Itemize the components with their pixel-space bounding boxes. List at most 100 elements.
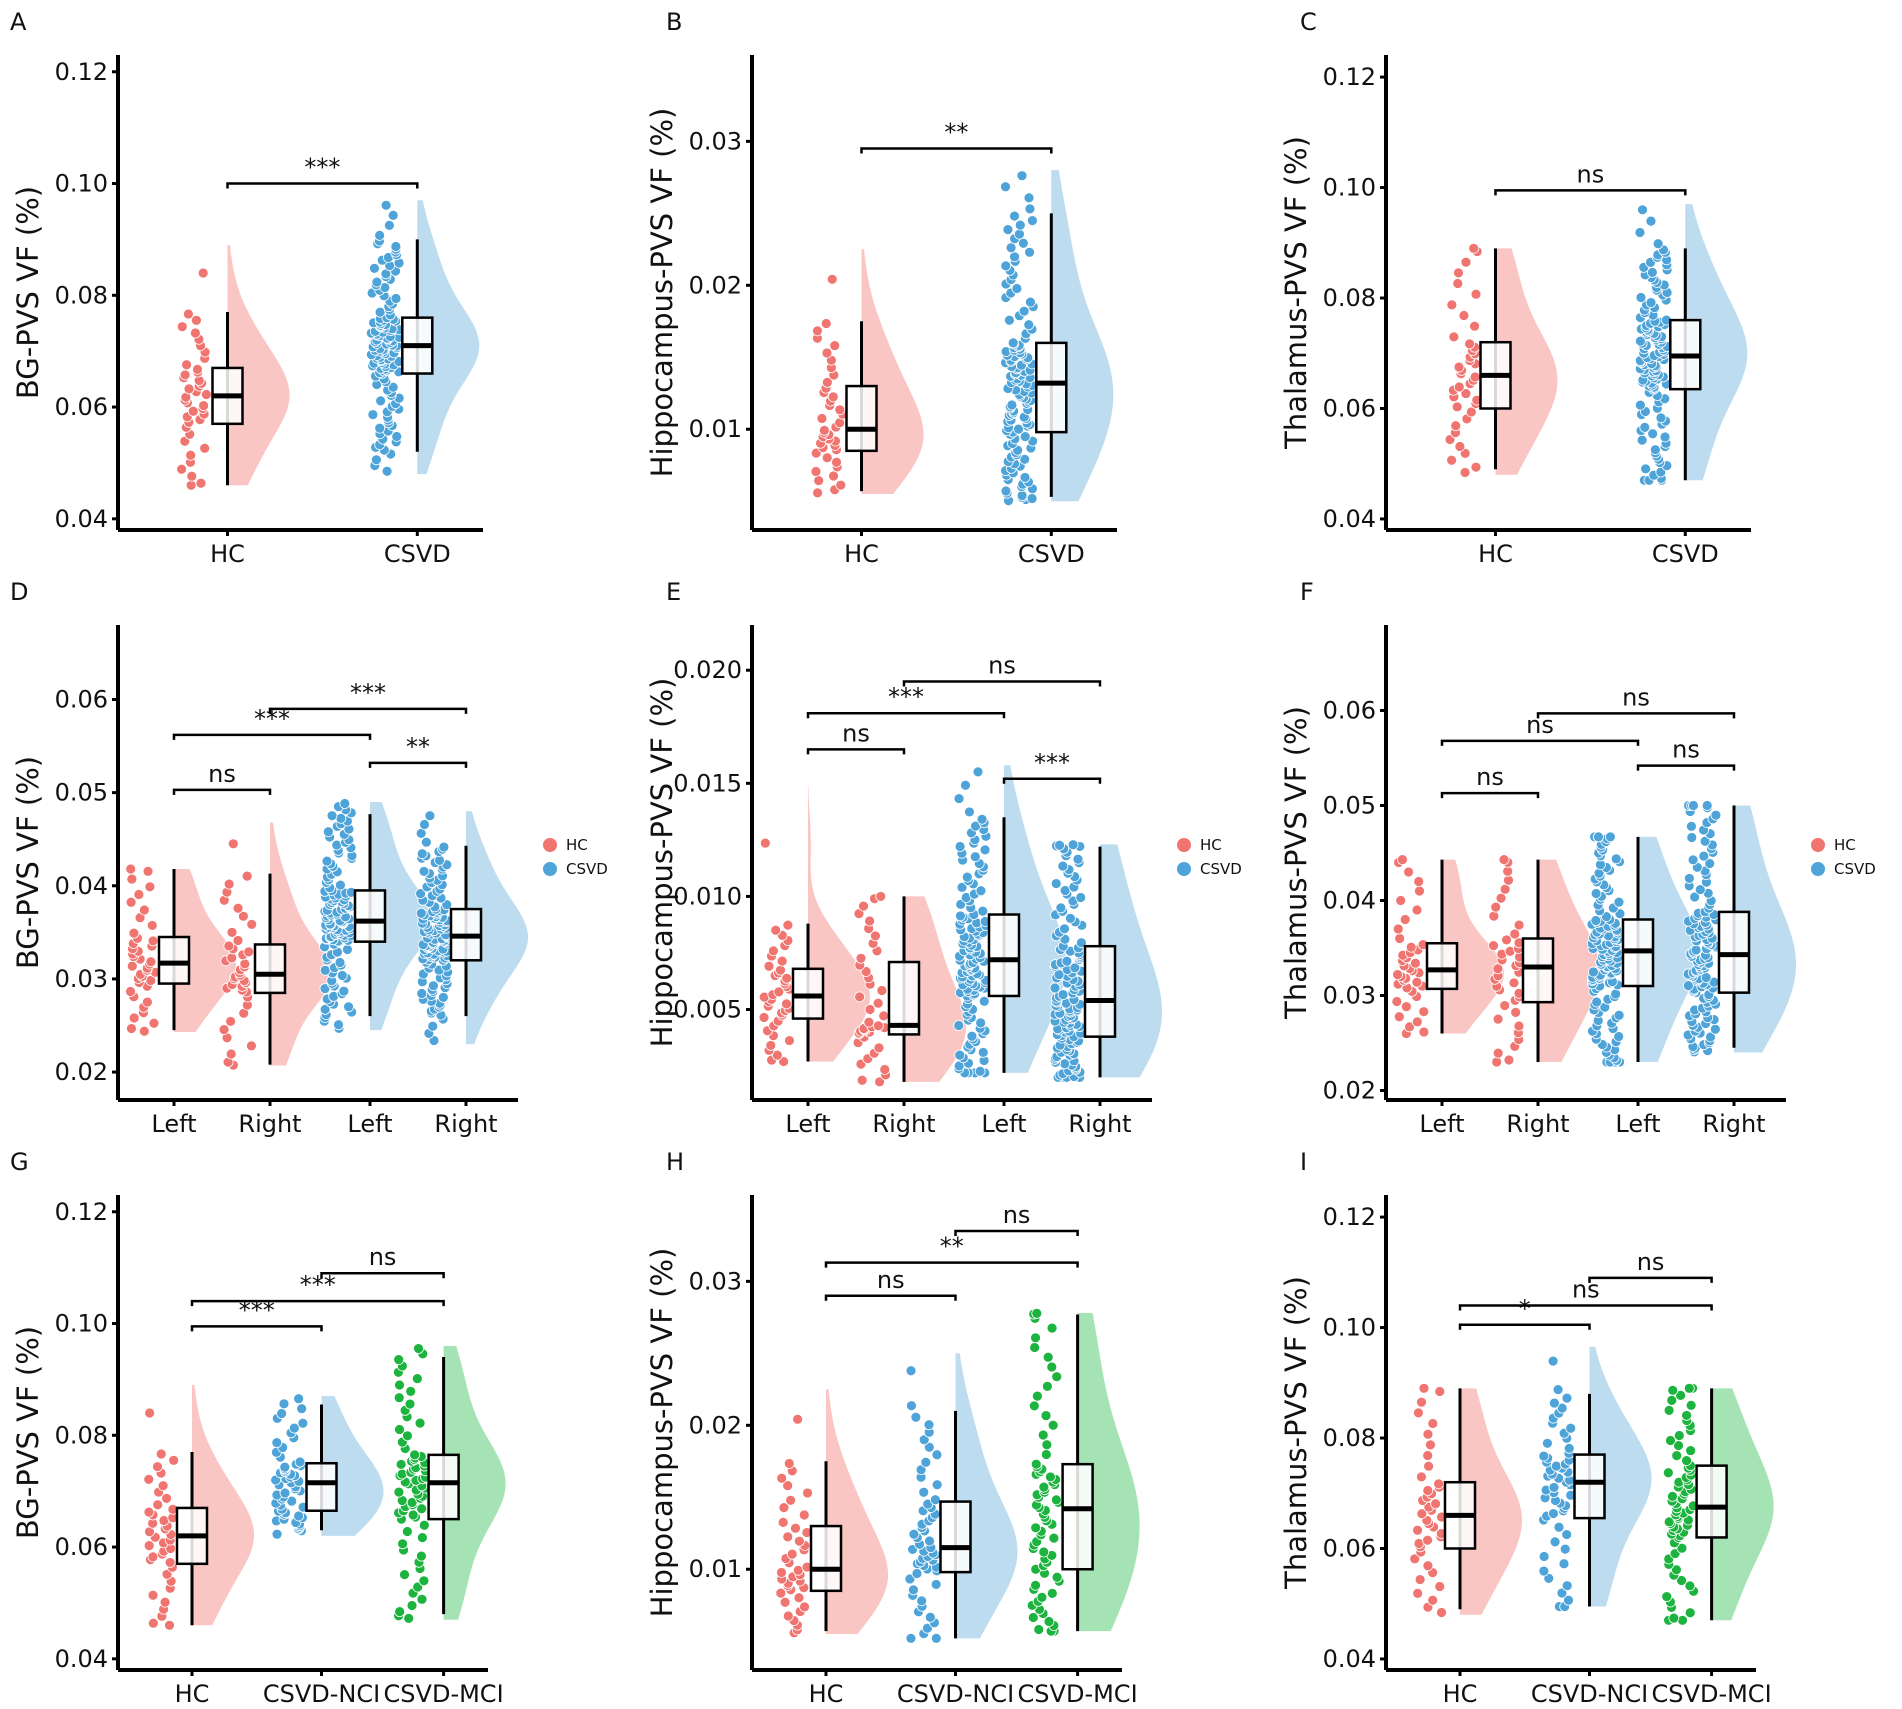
data-point bbox=[1492, 963, 1504, 975]
significance-bracket: * bbox=[1458, 1295, 1591, 1330]
x-tick-label: CSVD-MCI bbox=[1652, 1680, 1772, 1708]
data-point bbox=[1050, 1494, 1062, 1506]
data-point bbox=[343, 1001, 354, 1013]
data-point bbox=[759, 837, 771, 849]
panel-label: B bbox=[666, 8, 682, 36]
data-point bbox=[1645, 297, 1657, 308]
data-point bbox=[279, 1461, 291, 1473]
data-point bbox=[1075, 892, 1087, 903]
significance-bracket: ns bbox=[172, 760, 272, 795]
data-point bbox=[152, 1499, 164, 1511]
data-point bbox=[394, 1606, 406, 1618]
data-point bbox=[155, 1448, 167, 1460]
data-point bbox=[1689, 891, 1701, 903]
data-point bbox=[1459, 467, 1471, 478]
data-point bbox=[1433, 1478, 1444, 1490]
data-point bbox=[879, 1064, 891, 1075]
x-tick-label: Left bbox=[347, 1110, 392, 1138]
data-point bbox=[1000, 260, 1012, 272]
data-point bbox=[864, 915, 876, 927]
data-point bbox=[829, 340, 841, 351]
data-point bbox=[279, 1487, 291, 1499]
data-point bbox=[1004, 314, 1015, 326]
data-point bbox=[424, 810, 436, 822]
data-point bbox=[1513, 1020, 1525, 1032]
data-point bbox=[768, 945, 779, 957]
data-point bbox=[930, 1579, 942, 1590]
data-point bbox=[427, 1020, 439, 1032]
y-tick-label: 0.08 bbox=[1323, 284, 1376, 312]
y-axis-title: BG-PVS VF (%) bbox=[11, 1326, 45, 1539]
bracket-line bbox=[320, 1271, 445, 1279]
data-point bbox=[246, 1040, 257, 1052]
significance-label: ns bbox=[369, 1243, 397, 1271]
data-point bbox=[1414, 885, 1425, 897]
density-half-violin bbox=[174, 869, 236, 1033]
data-point bbox=[1041, 1381, 1053, 1392]
data-point bbox=[1026, 493, 1038, 504]
box-iqr bbox=[845, 384, 878, 453]
data-point bbox=[1640, 463, 1652, 475]
group-left: Left bbox=[125, 863, 236, 1138]
data-point bbox=[1635, 292, 1647, 303]
group-right: Right bbox=[1682, 800, 1796, 1138]
data-point bbox=[1446, 454, 1458, 466]
data-point bbox=[1410, 957, 1421, 969]
y-tick-label: 0.02 bbox=[689, 1411, 742, 1439]
density-half-violin bbox=[826, 1389, 888, 1635]
x-tick-label: Left bbox=[1419, 1110, 1464, 1138]
data-point bbox=[387, 381, 399, 393]
data-point bbox=[1538, 1450, 1550, 1462]
y-axis-title: BG-PVS VF (%) bbox=[11, 756, 45, 969]
data-point bbox=[1538, 1565, 1550, 1577]
data-point bbox=[1446, 299, 1458, 311]
data-point bbox=[1391, 996, 1403, 1007]
data-point bbox=[1635, 335, 1646, 347]
data-point bbox=[1613, 896, 1625, 908]
data-point bbox=[1430, 1498, 1442, 1510]
bracket-line bbox=[806, 711, 1006, 719]
data-point bbox=[394, 1379, 405, 1391]
data-point bbox=[239, 958, 251, 970]
data-point bbox=[1698, 850, 1710, 862]
bracket-line bbox=[172, 788, 272, 795]
significance-label: ns bbox=[1622, 683, 1650, 711]
data-point bbox=[1054, 839, 1065, 851]
data-point bbox=[1469, 320, 1480, 332]
panel-b: B Hippocampus-PVS VF (%) 0.01 0.02 0.03 HC CSV… bbox=[645, 8, 1117, 568]
data-point bbox=[144, 1407, 156, 1419]
legend-swatch bbox=[543, 862, 557, 876]
data-point bbox=[1556, 1587, 1568, 1599]
data-point bbox=[393, 1354, 405, 1365]
data-point bbox=[374, 229, 386, 241]
data-point bbox=[197, 267, 209, 279]
data-point bbox=[1667, 1384, 1679, 1396]
density-half-violin bbox=[443, 1345, 506, 1620]
data-point bbox=[288, 1422, 300, 1434]
data-point bbox=[241, 870, 253, 882]
data-point bbox=[339, 798, 351, 809]
bracket-line bbox=[902, 680, 1102, 687]
x-tick-label: CSVD bbox=[1018, 540, 1085, 568]
bracket-line bbox=[824, 1294, 957, 1301]
y-tick-label: 0.10 bbox=[55, 1310, 108, 1338]
data-point bbox=[1414, 1574, 1426, 1585]
data-point bbox=[1553, 1521, 1565, 1533]
data-point bbox=[1460, 256, 1472, 268]
data-point bbox=[418, 1575, 430, 1587]
bracket-line bbox=[1458, 1304, 1713, 1311]
data-point bbox=[784, 1035, 795, 1046]
panel-f: F Thalamus-PVS VF (%) 0.02 0.03 0.04 0.05 0.06… bbox=[1279, 578, 1876, 1138]
data-point bbox=[138, 904, 150, 916]
significance-label: ** bbox=[940, 1233, 964, 1261]
data-point bbox=[1547, 1355, 1559, 1367]
data-point bbox=[1404, 1021, 1415, 1033]
data-point bbox=[226, 926, 238, 938]
y-tick-label: 0.04 bbox=[1323, 505, 1376, 533]
data-point bbox=[1665, 1435, 1676, 1446]
bracket-line bbox=[1440, 739, 1640, 746]
data-point bbox=[411, 1373, 423, 1385]
data-point bbox=[875, 891, 887, 902]
data-point bbox=[1005, 242, 1017, 254]
data-point bbox=[1663, 1405, 1675, 1416]
